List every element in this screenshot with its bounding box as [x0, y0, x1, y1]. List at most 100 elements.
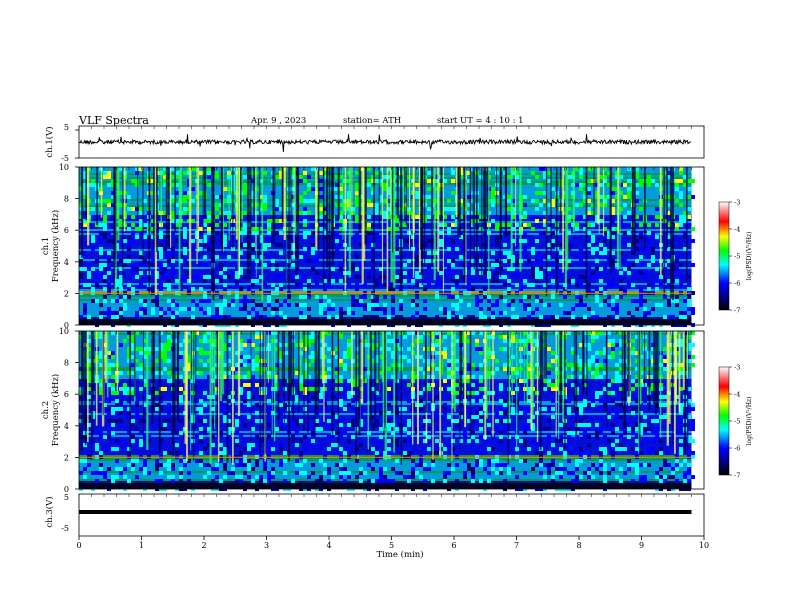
- spec-cell: [523, 231, 527, 235]
- spec-streak: [654, 331, 658, 415]
- spec-cell: [575, 295, 579, 299]
- spec-cell: [535, 279, 539, 283]
- spec-cell: [559, 259, 563, 263]
- spec-cell: [679, 343, 683, 347]
- spec-cell: [675, 255, 679, 259]
- spec-cell: [427, 179, 431, 183]
- spec-cell: [131, 335, 135, 339]
- spec-cell: [555, 383, 559, 387]
- spec-cell: [571, 243, 575, 247]
- start-time-label: start UT = 4 : 10 : 1: [437, 116, 524, 126]
- spec-cell: [243, 275, 247, 279]
- spec-cell: [635, 175, 639, 179]
- spec-cell: [427, 387, 431, 391]
- spec-cell: [99, 263, 103, 267]
- spec-cell: [479, 399, 483, 403]
- spec-cell: [355, 303, 359, 307]
- spec-cell: [127, 371, 131, 375]
- spec-cell: [447, 271, 451, 275]
- spec-cell: [147, 435, 151, 439]
- spec-cell: [587, 423, 591, 427]
- spec-cell: [511, 271, 515, 275]
- spec-cell: [155, 391, 159, 395]
- spec-cell: [543, 475, 547, 479]
- spec-cell: [111, 387, 115, 391]
- spec-cell: [419, 427, 423, 431]
- spec-cell: [263, 263, 267, 267]
- spec-cell: [527, 179, 531, 183]
- spec-cell: [531, 247, 535, 251]
- spec-cell: [323, 283, 327, 287]
- spec-cell: [643, 307, 647, 311]
- spec-cell: [531, 275, 535, 279]
- spec-cell: [127, 447, 131, 451]
- spec-cell: [575, 303, 579, 307]
- spec-cell: [571, 363, 575, 367]
- spec-streak: [297, 167, 299, 221]
- spec-cell: [503, 427, 507, 431]
- spec-streak: [531, 331, 534, 420]
- spec-cell: [647, 235, 651, 239]
- spec-cell: [655, 287, 659, 291]
- spec-cell: [123, 387, 127, 391]
- spec-cell: [415, 239, 419, 243]
- spec-cell: [539, 459, 543, 463]
- spec-cell: [579, 175, 583, 179]
- spec-cell: [539, 183, 543, 187]
- spec-cell: [327, 407, 331, 411]
- spec-cell: [335, 203, 339, 207]
- spec-cell: [379, 307, 383, 311]
- spec-cell: [651, 307, 655, 311]
- spec-cell: [87, 359, 91, 363]
- spec-cell: [315, 255, 319, 259]
- spec-cell: [475, 439, 479, 443]
- spec-cell: [663, 355, 667, 359]
- spec-cell: [219, 315, 223, 319]
- spec-cell: [267, 231, 271, 235]
- spec-cell: [355, 231, 359, 235]
- spec-cell: [643, 299, 647, 303]
- spec-cell: [159, 243, 163, 247]
- spec-streak: [303, 331, 305, 431]
- ch2-spectrogram-image: [79, 331, 695, 491]
- spec-cell: [523, 275, 527, 279]
- spec-streak: [116, 331, 119, 392]
- spec-band: [79, 267, 692, 269]
- spec-cell: [567, 443, 571, 447]
- spec-cell: [495, 227, 499, 231]
- spec-cell: [635, 167, 639, 171]
- spec-cell: [295, 439, 299, 443]
- spec-cell: [463, 471, 467, 475]
- spec-cell: [339, 467, 343, 471]
- spec-cell: [635, 199, 639, 203]
- spec-cell: [327, 419, 331, 423]
- spec-cell: [239, 231, 243, 235]
- spec-cell: [475, 299, 479, 303]
- spec-cell: [199, 287, 203, 291]
- spec-cell: [623, 267, 627, 271]
- spec-cell: [443, 179, 447, 183]
- spec-cell: [111, 391, 115, 395]
- spec-cell: [595, 331, 599, 335]
- spec-cell: [483, 467, 487, 471]
- spec-streak: [107, 331, 109, 398]
- spec-cell: [167, 287, 171, 291]
- spec-cell: [471, 435, 475, 439]
- spec-cell: [675, 339, 679, 343]
- spec-streak: [96, 167, 98, 226]
- spec-cell: [531, 251, 535, 255]
- spec-cell: [527, 399, 531, 403]
- spec-cell: [303, 179, 307, 183]
- spec-cell: [579, 359, 583, 363]
- spec-cell: [375, 211, 379, 215]
- spec-cell: [647, 463, 651, 467]
- spec-cell: [599, 279, 603, 283]
- spec-band: [79, 219, 692, 221]
- spec-cell: [603, 451, 607, 455]
- spec-cell: [507, 255, 511, 259]
- spec-cell: [195, 371, 199, 375]
- spec-cell: [279, 275, 283, 279]
- spec-cell: [423, 419, 427, 423]
- spec-cell: [395, 315, 399, 319]
- spec-cell: [539, 191, 543, 195]
